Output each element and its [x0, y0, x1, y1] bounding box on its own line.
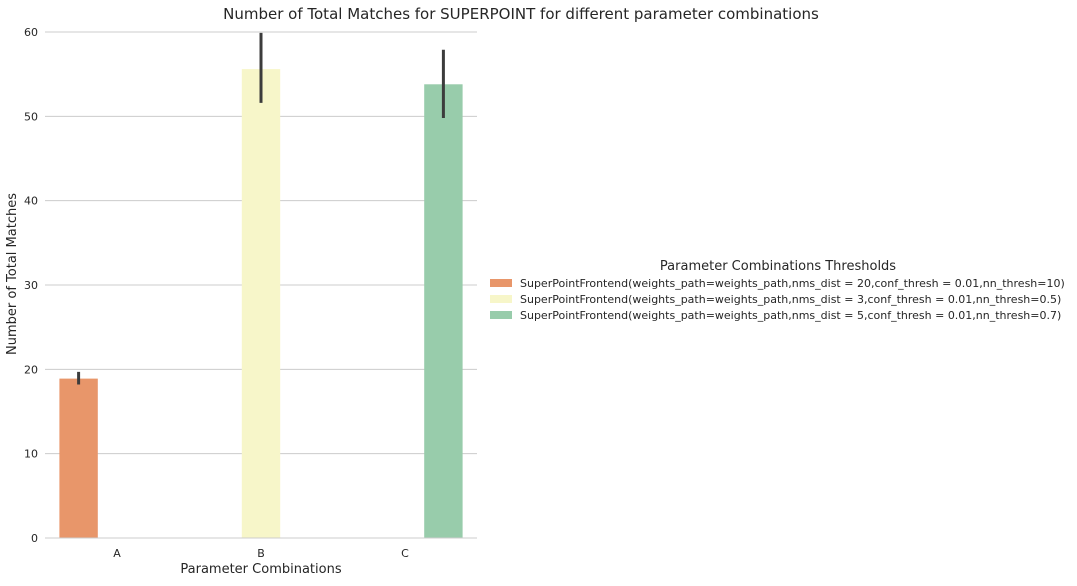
x-axis-ticks: A B C — [113, 547, 409, 560]
legend-swatch — [490, 295, 512, 303]
y-tick-label: 40 — [24, 195, 38, 208]
legend-label: SuperPointFrontend(weights_path=weights_… — [520, 277, 1065, 290]
y-axis-label: Number of Total Matches — [5, 193, 20, 355]
y-tick-label: 50 — [24, 110, 38, 123]
y-tick-label: 10 — [24, 448, 38, 461]
bar — [424, 84, 463, 538]
y-axis-ticks: 0 10 20 30 40 50 60 — [24, 26, 38, 545]
x-tick-label: A — [113, 547, 121, 560]
legend: Parameter Combinations Thresholds SuperP… — [490, 259, 1065, 322]
y-tick-label: 30 — [24, 279, 38, 292]
y-tick-label: 0 — [31, 532, 38, 545]
legend-title: Parameter Combinations Thresholds — [660, 259, 896, 274]
chart-title: Number of Total Matches for SUPERPOINT f… — [223, 5, 819, 23]
x-axis-label: Parameter Combinations — [180, 562, 341, 577]
bar — [241, 69, 281, 539]
legend-label: SuperPointFrontend(weights_path=weights_… — [520, 293, 1061, 306]
bar — [59, 378, 98, 538]
y-tick-label: 20 — [24, 363, 38, 376]
legend-swatch — [490, 311, 512, 319]
legend-label: SuperPointFrontend(weights_path=weights_… — [520, 309, 1061, 322]
x-tick-label: C — [401, 547, 409, 560]
y-tick-label: 60 — [24, 26, 38, 39]
legend-swatch — [490, 279, 512, 287]
legend-items: SuperPointFrontend(weights_path=weights_… — [490, 277, 1065, 322]
bars — [59, 69, 463, 539]
x-tick-label: B — [257, 547, 265, 560]
error-bars — [77, 32, 445, 385]
